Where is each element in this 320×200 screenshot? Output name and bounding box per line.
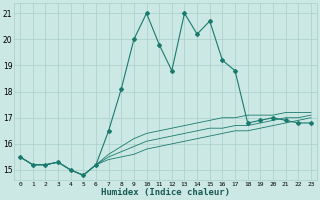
X-axis label: Humidex (Indice chaleur): Humidex (Indice chaleur) <box>101 188 230 197</box>
